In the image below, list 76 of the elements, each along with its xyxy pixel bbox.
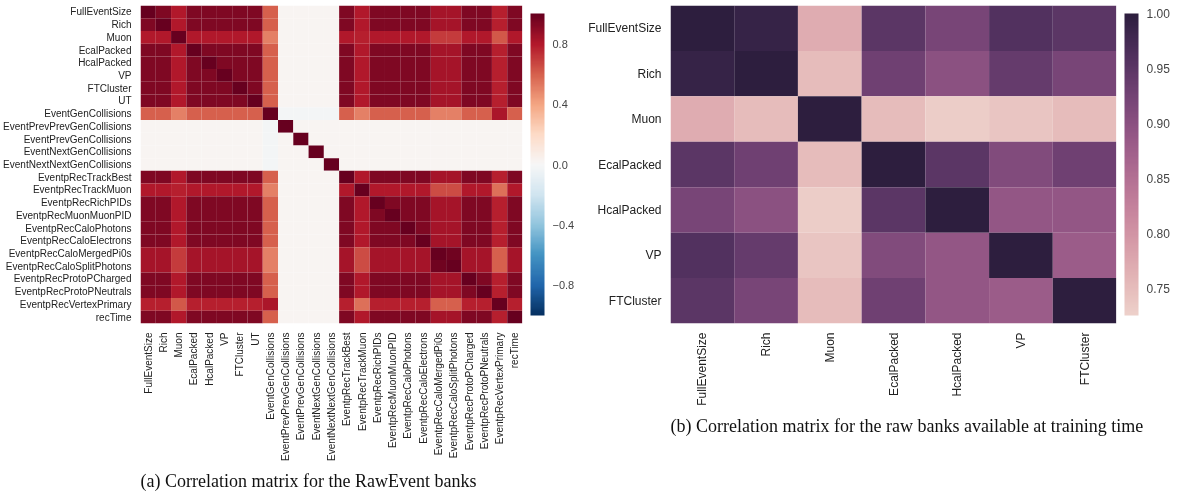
x-tick-label: Rich xyxy=(759,332,774,357)
x-tick-label: EventpRecProtoPCharged xyxy=(463,332,475,451)
color-bar-label: 0.90 xyxy=(1146,116,1171,131)
y-tick-label: EventpRecCaloSplitPhotons xyxy=(5,260,132,272)
y-tick-label: HcalPacked xyxy=(597,202,662,217)
color-bar-label: 0.80 xyxy=(1146,226,1171,241)
x-tick-label: EventpRecCaloMergedPi0s xyxy=(432,332,444,456)
x-tick-label: FTCluster xyxy=(234,331,246,377)
x-tick-label: EventNextNextGenCollisions xyxy=(326,332,337,461)
x-tick-label: EventpRecMuonMuonPID xyxy=(387,332,399,449)
x-tick-label: EventPrevGenCollisions xyxy=(295,332,307,441)
y-tick-label: recTime xyxy=(95,311,132,323)
x-tick-label: EcalPacked xyxy=(188,332,200,386)
x-tick-label: EventpRecCaloPhotons xyxy=(402,332,414,439)
y-tick-label: EventpRecCaloElectrons xyxy=(20,235,132,247)
y-tick-label: EventGenCollisions xyxy=(44,108,132,120)
y-tick-label: UT xyxy=(118,95,132,107)
text: (b) Correlation matrix for the raw banks available at training time xyxy=(670,415,1144,437)
color-bar-label: 0.0 xyxy=(552,158,568,171)
x-tick-label: HcalPacked xyxy=(950,332,965,397)
x-tick-label: EventNextGenCollisions xyxy=(310,332,322,441)
x-tick-label: EventpRecProtoPNeutrals xyxy=(478,332,490,450)
x-tick-label: EventpRecTrackBest xyxy=(341,332,353,427)
x-tick-label: EventpRecCaloSplitPhotons xyxy=(448,332,460,459)
x-tick-label: EventpRecTrackMuon xyxy=(356,332,368,432)
y-tick-label: Rich xyxy=(111,19,132,31)
y-tick-label: EventNextGenCollisions xyxy=(23,146,132,158)
y-tick-label: FTCluster xyxy=(608,293,662,308)
x-tick-label: UT xyxy=(249,332,261,346)
y-tick-label: EventpRecCaloMergedPi0s xyxy=(8,248,132,260)
color-bar-label: 0.95 xyxy=(1146,61,1171,76)
y-tick-label: EventpRecProtoPCharged xyxy=(13,273,132,285)
y-tick-label: EventNextNextGenCollisions xyxy=(3,159,132,170)
color-bar-label: 0.85 xyxy=(1146,171,1171,186)
y-tick-label: Rich xyxy=(637,66,662,81)
y-tick-label: FullEventSize xyxy=(70,6,132,18)
x-tick-label: EventpRecVertexPrimary xyxy=(494,332,506,445)
x-tick-label: EventGenCollisions xyxy=(264,332,276,420)
y-tick-label: EcalPacked xyxy=(598,157,662,172)
y-tick-label: EventpRecTrackMuon xyxy=(32,184,132,196)
text: (a) Correlation matrix for the RawEvent banks xyxy=(140,470,477,492)
x-tick-label: FTCluster xyxy=(1077,332,1092,386)
x-tick-label: VP xyxy=(1013,332,1028,349)
color-bar-label: −0.4 xyxy=(552,218,575,231)
y-tick-label: EventpRecCaloPhotons xyxy=(25,222,132,234)
x-tick-label: HcalPacked xyxy=(203,332,215,386)
y-tick-label: FullEventSize xyxy=(588,21,662,36)
x-tick-label: VP xyxy=(219,332,231,346)
color-bar-label: 0.75 xyxy=(1146,281,1171,296)
x-tick-label: EventPrevPrevGenCollisions xyxy=(280,332,292,461)
x-tick-label: recTime xyxy=(509,332,521,369)
y-tick-label: VP xyxy=(118,69,132,81)
x-tick-label: Rich xyxy=(157,332,169,353)
y-tick-label: VP xyxy=(645,248,662,263)
y-tick-label: EventPrevGenCollisions xyxy=(23,133,132,145)
color-bar-label: 0.8 xyxy=(552,37,568,50)
color-bar-label: 0.4 xyxy=(552,98,568,111)
x-tick-label: Muon xyxy=(822,332,837,363)
y-tick-label: HcalPacked xyxy=(78,57,132,69)
x-tick-label: FullEventSize xyxy=(695,332,710,406)
y-tick-label: Muon xyxy=(106,31,132,43)
x-tick-label: EventpRecRichPIDs xyxy=(371,332,383,424)
x-tick-label: Muon xyxy=(173,332,185,358)
color-bar-label: 1.00 xyxy=(1146,7,1171,21)
y-tick-label: FTCluster xyxy=(87,82,133,94)
y-tick-label: Muon xyxy=(631,112,662,127)
x-tick-label: EcalPacked xyxy=(886,332,901,396)
y-tick-label: EventpRecProtoPNeutrals xyxy=(14,286,132,298)
y-tick-label: EventpRecVertexPrimary xyxy=(19,298,132,310)
y-tick-label: EventPrevPrevGenCollisions xyxy=(3,120,132,132)
color-bar-label: −0.8 xyxy=(552,279,575,292)
y-tick-label: EcalPacked xyxy=(78,44,132,56)
y-tick-label: EventpRecRichPIDs xyxy=(40,197,132,209)
x-tick-label: EventpRecCaloElectrons xyxy=(417,332,429,444)
y-tick-label: EventpRecTrackBest xyxy=(37,171,132,183)
y-tick-label: EventpRecMuonMuonPID xyxy=(15,209,132,221)
